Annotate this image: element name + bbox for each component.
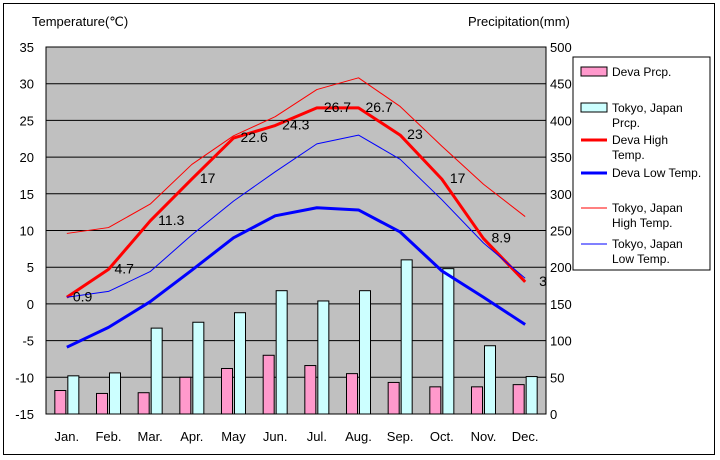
line-deva-high bbox=[65, 106, 527, 299]
x-tick-label: Jan. bbox=[55, 429, 80, 444]
y-left-tick-label: -5 bbox=[22, 334, 34, 349]
y-left-tick-label: 15 bbox=[20, 187, 34, 202]
data-label-deva-high: 4.7 bbox=[115, 260, 135, 276]
bar-tokyo-prcp bbox=[317, 300, 330, 415]
bar-deva-prcp bbox=[221, 367, 233, 415]
y-right-tick-label: 0 bbox=[550, 407, 557, 422]
y-left-tick-label: 35 bbox=[20, 40, 34, 55]
x-tick-label: Jul. bbox=[307, 429, 327, 444]
data-label-deva-high: 26.7 bbox=[366, 99, 393, 115]
bar-tokyo-prcp bbox=[484, 345, 496, 415]
bar-deva-prcp bbox=[346, 373, 358, 415]
data-label-deva-high: 22.6 bbox=[241, 129, 268, 145]
y-right-tick-label: 450 bbox=[550, 77, 572, 92]
legend-label: Deva Low Temp. bbox=[612, 166, 701, 180]
bar-deva-prcp bbox=[262, 354, 275, 415]
data-label-deva-high: 11.3 bbox=[158, 212, 184, 228]
data-label-deva-high: 23 bbox=[407, 126, 423, 142]
bar-deva-prcp bbox=[471, 386, 483, 415]
x-tick-label: Nov. bbox=[471, 429, 497, 444]
bar-deva-prcp bbox=[304, 365, 317, 415]
y-left-tick-label: -15 bbox=[15, 407, 34, 422]
legend bbox=[572, 56, 711, 271]
bar-deva-prcp bbox=[387, 381, 400, 415]
bar-tokyo-prcp bbox=[525, 376, 538, 415]
y-right-tick-label: 350 bbox=[550, 150, 572, 165]
legend-swatch bbox=[580, 66, 608, 77]
x-tick-label: Jun. bbox=[263, 429, 288, 444]
legend-label: Tokyo, Japan bbox=[612, 101, 683, 115]
y-right-axis-title: Precipitation(mm) bbox=[468, 14, 570, 29]
bar-deva-prcp bbox=[54, 390, 67, 415]
bar-deva-prcp bbox=[429, 386, 442, 415]
y-right-tick-label: 400 bbox=[550, 113, 572, 128]
y-right-tick-label: 50 bbox=[550, 370, 564, 385]
bar-tokyo-prcp bbox=[442, 268, 455, 415]
y-right-tick-label: 150 bbox=[550, 297, 572, 312]
bar-deva-prcp bbox=[179, 376, 192, 415]
y-left-tick-label: 25 bbox=[20, 113, 34, 128]
y-left-axis-title: Temperature(℃) bbox=[32, 14, 128, 29]
data-label-deva-high: 8.9 bbox=[492, 230, 512, 246]
x-tick-label: Aug. bbox=[345, 429, 372, 444]
bar-deva-prcp bbox=[96, 392, 108, 415]
bar-tokyo-prcp bbox=[359, 290, 371, 415]
x-tick-label: Apr. bbox=[180, 429, 203, 444]
y-right-tick-label: 100 bbox=[550, 334, 572, 349]
data-label-deva-high: 26.7 bbox=[324, 99, 351, 115]
y-right-tick-label: 500 bbox=[550, 40, 572, 55]
y-right-tick-label: 300 bbox=[550, 187, 572, 202]
bar-tokyo-prcp bbox=[234, 312, 246, 415]
bar-tokyo-prcp bbox=[400, 259, 413, 415]
x-tick-label: Mar. bbox=[138, 429, 163, 444]
data-label-deva-high: 0.9 bbox=[73, 288, 93, 304]
bar-tokyo-prcp bbox=[67, 375, 80, 415]
legend-label: Prcp. bbox=[612, 116, 640, 130]
legend-label: Deva Prcp. bbox=[612, 65, 671, 79]
y-left-tick-label: 10 bbox=[20, 224, 34, 239]
legend-swatch bbox=[580, 102, 608, 113]
x-tick-label: Dec. bbox=[512, 429, 539, 444]
y-right-tick-label: 200 bbox=[550, 260, 572, 275]
x-tick-label: Feb. bbox=[95, 429, 121, 444]
y-left-tick-label: 20 bbox=[20, 150, 34, 165]
data-label-deva-high: 17 bbox=[200, 170, 216, 186]
bar-deva-prcp bbox=[137, 392, 150, 415]
legend-label: Tokyo, Japan bbox=[612, 237, 683, 251]
legend-label: Deva High bbox=[612, 133, 668, 147]
y-left-tick-label: 5 bbox=[27, 260, 34, 275]
y-left-tick-label: 30 bbox=[20, 77, 34, 92]
bar-tokyo-prcp bbox=[150, 327, 163, 415]
y-left-tick-label: -10 bbox=[15, 370, 34, 385]
line-deva-low bbox=[66, 206, 526, 349]
x-tick-label: Sep. bbox=[387, 429, 414, 444]
x-tick-label: May bbox=[221, 429, 246, 444]
legend-label: Tokyo, Japan bbox=[612, 201, 683, 215]
data-label-deva-high: 24.3 bbox=[282, 117, 309, 133]
y-right-tick-label: 250 bbox=[550, 224, 572, 239]
line-tokyo-low bbox=[66, 134, 526, 298]
x-tick-label: Oct. bbox=[430, 429, 454, 444]
bar-tokyo-prcp bbox=[275, 290, 288, 415]
bar-tokyo-prcp bbox=[192, 321, 205, 415]
bar-tokyo-prcp bbox=[109, 372, 121, 415]
legend-label: High Temp. bbox=[612, 216, 672, 230]
y-left-tick-label: 0 bbox=[27, 297, 34, 312]
legend-label: Temp. bbox=[612, 148, 645, 162]
data-label-deva-high: 3 bbox=[539, 273, 547, 289]
bar-deva-prcp bbox=[512, 384, 525, 415]
data-label-deva-high: 17 bbox=[450, 170, 466, 186]
line-tokyo-high bbox=[66, 77, 526, 234]
legend-label: Low Temp. bbox=[612, 252, 670, 266]
